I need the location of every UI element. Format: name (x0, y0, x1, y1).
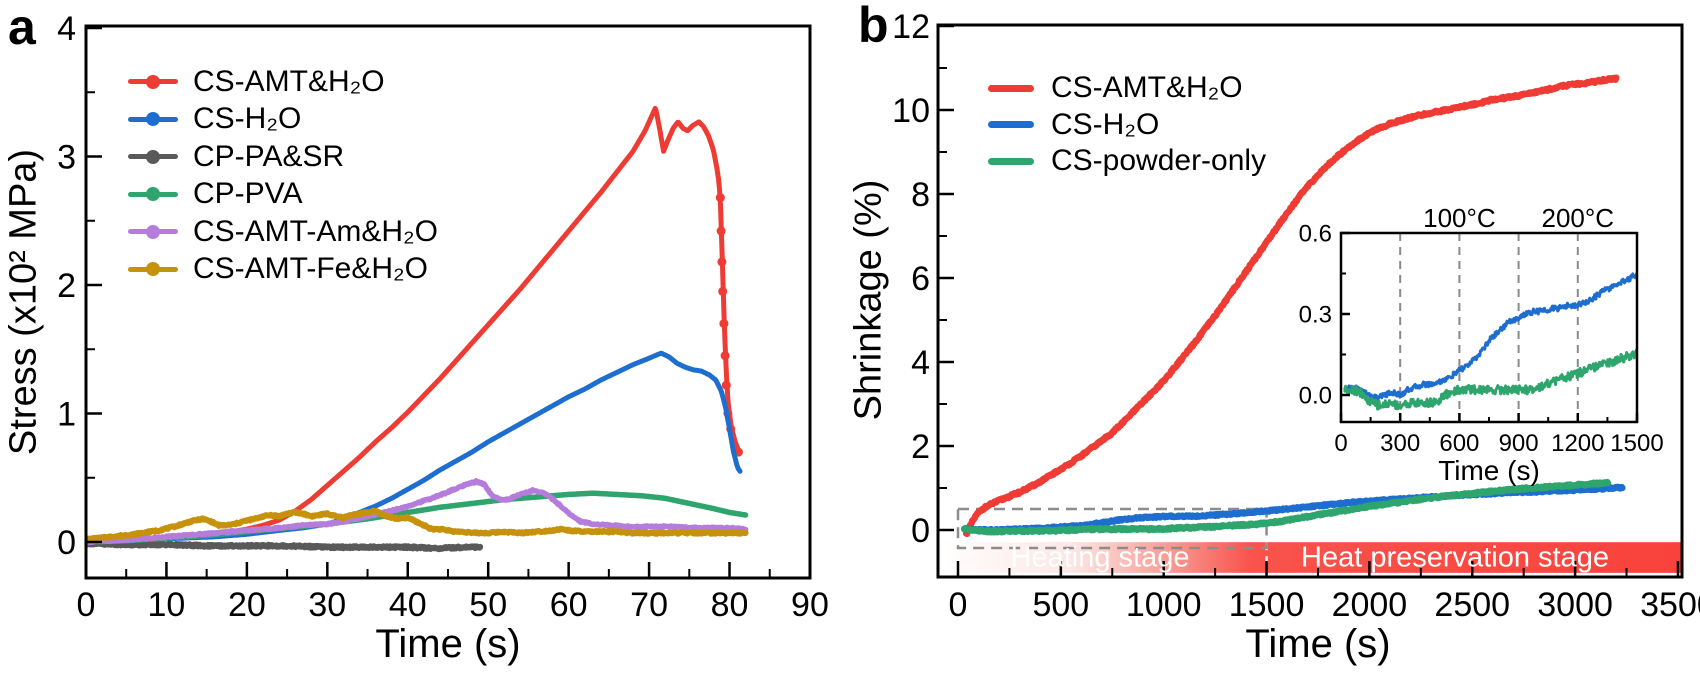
legend-label: CP-PVA (193, 177, 303, 211)
line-marker-swatch (128, 116, 178, 122)
panel-b-letter: b (858, 0, 889, 53)
svg-text:600: 600 (1439, 430, 1479, 457)
line-marker-swatch (128, 154, 178, 160)
svg-text:3000: 3000 (1537, 586, 1613, 624)
svg-text:4: 4 (57, 10, 76, 48)
legend-item: CS-AMT&H₂O (128, 63, 438, 101)
panel-b-legend: CS-AMT&H₂O CS-H₂O CS-powder-only (988, 70, 1266, 180)
svg-text:60: 60 (550, 586, 588, 624)
panel-a-plot: 0 10 20 30 40 50 60 70 80 90 0 1 2 3 4 (57, 10, 829, 624)
legend-label: CS-AMT-Fe&H₂O (193, 252, 428, 286)
svg-text:70: 70 (630, 586, 668, 624)
legend-item: CS-AMT-Am&H₂O (128, 213, 438, 251)
legend-item: CS-H₂O (128, 101, 438, 139)
svg-text:0.3: 0.3 (1299, 301, 1332, 328)
legend-label: CS-AMT&H₂O (193, 64, 385, 98)
line-swatch (988, 121, 1034, 129)
svg-text:50: 50 (469, 586, 507, 624)
svg-text:0: 0 (949, 586, 968, 624)
panel-b-x-axis-title: Time (s) (1245, 622, 1391, 666)
panel-a-y-axis-title: Stress (x10² MPa) (2, 148, 45, 456)
svg-text:0: 0 (77, 586, 96, 624)
svg-text:1200: 1200 (1551, 430, 1604, 457)
svg-text:8: 8 (911, 176, 930, 214)
svg-text:0: 0 (911, 512, 930, 550)
svg-text:2000: 2000 (1332, 586, 1408, 624)
svg-text:1: 1 (57, 395, 76, 433)
svg-text:0.6: 0.6 (1299, 220, 1332, 247)
svg-text:10: 10 (892, 92, 930, 130)
svg-text:30: 30 (308, 586, 346, 624)
svg-text:10: 10 (148, 586, 186, 624)
legend-item: CP-PVA (128, 176, 438, 214)
legend-label: CP-PA&SR (193, 139, 345, 173)
svg-text:1500: 1500 (1229, 586, 1305, 624)
panel-a-letter: a (8, 0, 36, 55)
svg-text:0: 0 (57, 524, 76, 562)
legend-label: CS-powder-only (1051, 144, 1267, 178)
svg-text:1500: 1500 (1610, 430, 1663, 457)
svg-text:200°C: 200°C (1542, 203, 1615, 233)
line-swatch (988, 84, 1034, 92)
svg-text:6: 6 (911, 260, 930, 298)
svg-text:1000: 1000 (1126, 586, 1202, 624)
svg-text:2: 2 (911, 428, 930, 466)
legend-item: CS-AMT-Fe&H₂O (128, 251, 438, 289)
svg-text:500: 500 (1032, 586, 1089, 624)
svg-text:3: 3 (57, 138, 76, 176)
heating-stage-label: Heating stage (1010, 541, 1190, 574)
legend-label: CS-H₂O (193, 102, 302, 136)
panel-b-y-axis-title: Shrinkage (%) (847, 179, 890, 421)
line-marker-swatch (128, 229, 178, 235)
legend-item: CS-powder-only (988, 143, 1266, 180)
panel-b-plot: 0500100015002000250030003500024681012 (892, 8, 1700, 624)
svg-text:12: 12 (892, 8, 930, 46)
svg-text:80: 80 (711, 586, 749, 624)
legend-label: CS-AMT&H₂O (1051, 71, 1243, 105)
panel-a-x-axis-title: Time (s) (375, 622, 521, 666)
legend-item: CS-AMT&H₂O (988, 70, 1266, 107)
svg-text:2: 2 (57, 267, 76, 305)
legend-item: CS-H₂O (988, 107, 1266, 144)
panel-b-inset-plot: 0 300 600 900 1200 1500 0.0 0.3 0.6 100°C 200°C Tim… (1299, 203, 1664, 486)
panel-a-legend: CS-AMT&H₂O CS-H₂O CP-PA&SR CP-PVA CS-AMT… (128, 63, 438, 288)
line-swatch (988, 157, 1034, 165)
svg-text:900: 900 (1499, 430, 1539, 457)
svg-text:4: 4 (911, 344, 930, 382)
svg-text:0.0: 0.0 (1299, 382, 1332, 409)
svg-text:100°C: 100°C (1423, 203, 1496, 233)
legend-label: CS-AMT-Am&H₂O (193, 214, 438, 248)
line-marker-swatch (128, 191, 178, 197)
heat-preservation-stage-label: Heat preservation stage (1301, 541, 1609, 574)
line-marker-swatch (128, 79, 178, 85)
svg-text:0: 0 (1334, 430, 1347, 457)
svg-text:90: 90 (791, 586, 829, 624)
svg-text:20: 20 (228, 586, 266, 624)
svg-text:2500: 2500 (1434, 586, 1510, 624)
legend-label: CS-H₂O (1051, 107, 1160, 141)
line-marker-swatch (128, 266, 178, 272)
svg-text:Time (s): Time (s) (1438, 455, 1540, 486)
legend-item: CP-PA&SR (128, 138, 438, 176)
svg-text:40: 40 (389, 586, 427, 624)
svg-text:300: 300 (1380, 430, 1420, 457)
